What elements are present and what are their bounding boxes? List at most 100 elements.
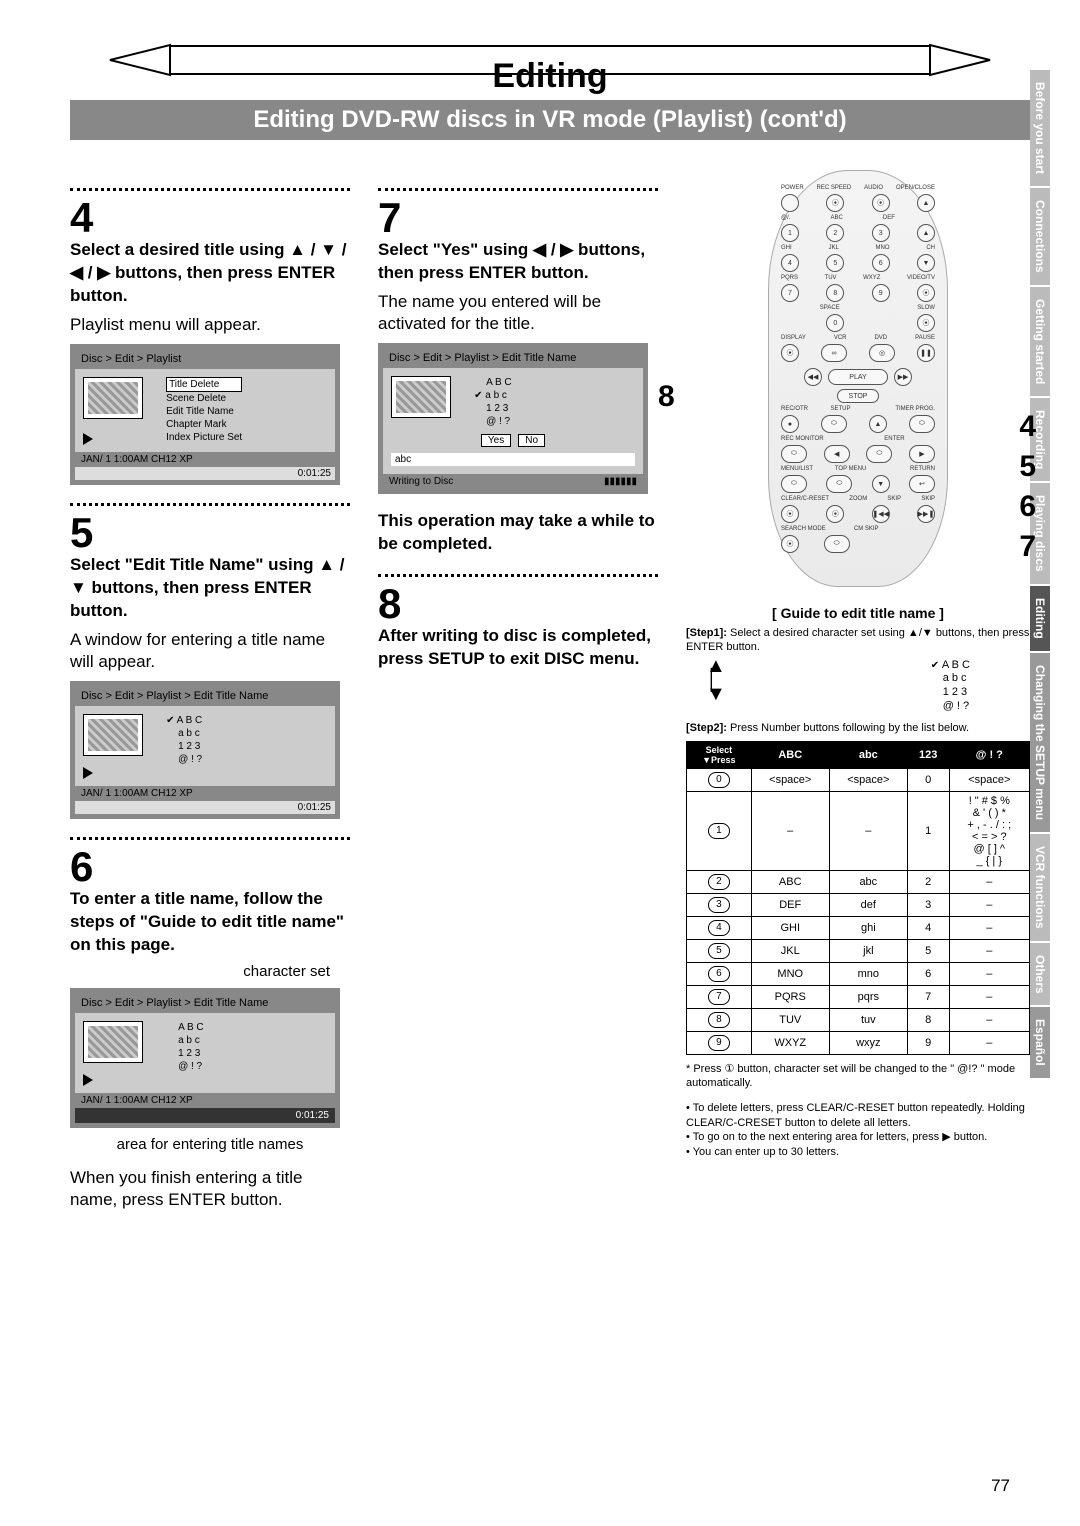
- bullet-item: You can enter up to 30 letters.: [686, 1145, 1030, 1160]
- charset-list: A B C a b c 1 2 3 @ ! ?: [474, 376, 512, 428]
- rec-btn[interactable]: ●: [781, 415, 799, 433]
- num-1[interactable]: 1: [781, 224, 799, 242]
- table-cell: –: [829, 792, 907, 871]
- column-middle: 7 Select "Yes" using ◀ / ▶ buttons, then…: [378, 170, 658, 1217]
- step-8-heading: After writing to disc is completed, pres…: [378, 625, 658, 671]
- table-cell: <space>: [829, 769, 907, 792]
- num-4[interactable]: 4: [781, 254, 799, 272]
- dvd-btn[interactable]: ◎: [869, 344, 895, 362]
- divider: [70, 503, 350, 506]
- table-cell: 8: [907, 1009, 949, 1032]
- power-btn[interactable]: [781, 194, 799, 212]
- menu-btn[interactable]: ⬭: [781, 475, 807, 493]
- topmenu-btn[interactable]: ⬭: [826, 475, 852, 493]
- table-cell: 0: [907, 769, 949, 792]
- column-right: 8 4 5 6 7 POWERREC SPEEDAUDIOOPEN/CLOSE …: [686, 170, 1030, 1217]
- step-7-number: 7: [378, 197, 658, 239]
- num-button: 5: [708, 943, 730, 959]
- down-btn[interactable]: ▼: [872, 475, 890, 493]
- ui-breadcrumb: Disc > Edit > Playlist > Edit Title Name: [75, 993, 335, 1013]
- ui-breadcrumb: Disc > Edit > Playlist: [75, 349, 335, 369]
- no-button[interactable]: No: [518, 434, 545, 447]
- thumb-icon: [83, 714, 143, 756]
- table-cell: TUV: [751, 1009, 829, 1032]
- left-btn[interactable]: ◀: [824, 445, 850, 463]
- slow-btn[interactable]: ⦿: [917, 314, 935, 332]
- num-9[interactable]: 9: [872, 284, 890, 302]
- guide-bullets: To delete letters, press CLEAR/C-RESET b…: [686, 1101, 1030, 1160]
- recmon-btn[interactable]: ⬭: [781, 445, 807, 463]
- display-btn[interactable]: ⦿: [781, 344, 799, 362]
- step-6-number: 6: [70, 846, 350, 888]
- skip-fwd[interactable]: ▶▶❚: [917, 505, 935, 523]
- num-2[interactable]: 2: [826, 224, 844, 242]
- num-3[interactable]: 3: [872, 224, 890, 242]
- rew-btn[interactable]: ◀◀: [804, 368, 822, 386]
- ff-btn[interactable]: ▶▶: [894, 368, 912, 386]
- audio-btn[interactable]: ⦿: [872, 194, 890, 212]
- guide-charset: A B C a b c 1 2 3 @ ! ?: [931, 659, 970, 714]
- table-cell: ABC: [751, 871, 829, 894]
- table-cell: –: [949, 963, 1029, 986]
- num-6[interactable]: 6: [872, 254, 890, 272]
- zoom-btn[interactable]: ⦿: [826, 505, 844, 523]
- vcr-btn[interactable]: ∞: [821, 344, 847, 362]
- charset-list: A B C a b c 1 2 3 @ ! ?: [166, 1021, 204, 1073]
- clear-btn[interactable]: ⦿: [781, 505, 799, 523]
- return-btn[interactable]: ↩: [909, 475, 935, 493]
- ch-up[interactable]: ▲: [917, 224, 935, 242]
- guide-asterisk: * Press ① button, character set will be …: [686, 1063, 1030, 1091]
- step-5-number: 5: [70, 512, 350, 554]
- table-cell: –: [949, 1009, 1029, 1032]
- ch-dn[interactable]: ▼: [917, 254, 935, 272]
- table-cell: <space>: [949, 769, 1029, 792]
- table-cell: abc: [829, 871, 907, 894]
- table-cell: 7: [907, 986, 949, 1009]
- search-btn[interactable]: ⦿: [781, 535, 799, 553]
- num-button: 4: [708, 920, 730, 936]
- setup-btn[interactable]: ⬭: [821, 415, 847, 433]
- bullet-item: To go on to the next entering area for l…: [686, 1130, 1030, 1145]
- guide-step2: [Step2]: Press Number buttons following …: [686, 722, 1030, 736]
- table-cell: –: [949, 1032, 1029, 1055]
- table-cell: –: [949, 940, 1029, 963]
- ui-edit-title-1: Disc > Edit > Playlist > Edit Title Name…: [70, 681, 340, 819]
- play-btn[interactable]: PLAY: [828, 369, 888, 385]
- thumb-icon: [83, 1021, 143, 1063]
- up-btn[interactable]: ▲: [869, 415, 887, 433]
- charset-list: A B C a b c 1 2 3 @ ! ?: [166, 714, 202, 766]
- table-diag-header: Select ▼Press: [687, 742, 752, 769]
- side-tab: Changing the SETUP menu: [1030, 653, 1050, 832]
- video-tv[interactable]: ⦿: [917, 284, 935, 302]
- callout-5: 5: [1019, 450, 1036, 484]
- num-5[interactable]: 5: [826, 254, 844, 272]
- side-tabs: Before you startConnectionsGetting start…: [1030, 70, 1052, 1080]
- recspeed-btn[interactable]: ⦿: [826, 194, 844, 212]
- stop-btn[interactable]: STOP: [837, 389, 879, 403]
- table-cell: MNO: [751, 963, 829, 986]
- entering-area-label: area for entering title names: [70, 1136, 350, 1153]
- open-btn[interactable]: ▲: [917, 194, 935, 212]
- right-btn[interactable]: ▶: [909, 445, 935, 463]
- table-cell: –: [949, 986, 1029, 1009]
- skip-back[interactable]: ❚◀◀: [872, 505, 890, 523]
- pause-btn[interactable]: ❚❚: [917, 344, 935, 362]
- callout-8: 8: [658, 380, 675, 414]
- enter-btn[interactable]: ⬭: [866, 445, 892, 463]
- num-0[interactable]: 0: [826, 314, 844, 332]
- num-button: 3: [708, 897, 730, 913]
- num-8[interactable]: 8: [826, 284, 844, 302]
- yes-button[interactable]: Yes: [481, 434, 511, 447]
- title-input[interactable]: abc: [391, 453, 635, 466]
- step-7-body: The name you entered will be activated f…: [378, 291, 658, 335]
- table-cell: ! " # $ % & ' ( ) * + , - . / : ; < = > …: [949, 792, 1029, 871]
- callout-6: 6: [1019, 490, 1036, 524]
- table-cell: WXYZ: [751, 1032, 829, 1055]
- num-7[interactable]: 7: [781, 284, 799, 302]
- remote-control: POWERREC SPEEDAUDIOOPEN/CLOSE ⦿⦿▲ @/.ABC…: [768, 170, 948, 587]
- num-button: 9: [708, 1035, 730, 1051]
- num-button: 7: [708, 989, 730, 1005]
- table-cell: 1: [907, 792, 949, 871]
- cmskip-btn[interactable]: ⬭: [824, 535, 850, 553]
- timer-btn[interactable]: ⬭: [909, 415, 935, 433]
